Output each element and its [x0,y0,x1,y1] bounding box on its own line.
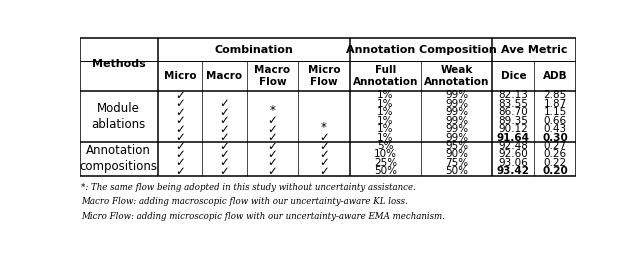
Text: ✓: ✓ [319,165,329,178]
Text: 92.60: 92.60 [499,149,528,160]
Text: ✓: ✓ [268,139,278,153]
Text: Macro
Flow: Macro Flow [255,65,291,87]
Text: 95%: 95% [445,141,468,151]
Text: 99%: 99% [445,116,468,126]
Text: 0.20: 0.20 [542,166,568,176]
Text: ✓: ✓ [319,148,329,161]
Text: ✓: ✓ [268,165,278,178]
Text: ✓: ✓ [268,123,278,136]
Text: Macro Flow: adding macroscopic flow with our uncertainty-aware KL loss.: Macro Flow: adding macroscopic flow with… [81,197,408,206]
Text: 99%: 99% [445,90,468,100]
Text: 99%: 99% [445,107,468,117]
Text: 93.42: 93.42 [497,166,530,176]
Text: Micro: Micro [163,71,196,81]
Text: 1%: 1% [377,90,394,100]
Text: 86.70: 86.70 [499,107,528,117]
Text: 75%: 75% [445,158,468,168]
Text: ✓: ✓ [220,97,229,110]
Text: ✓: ✓ [220,156,229,169]
Text: 25%: 25% [374,158,397,168]
Text: 0.27: 0.27 [543,141,567,151]
Text: 10%: 10% [374,149,397,160]
Text: 99%: 99% [445,99,468,109]
Text: 0.30: 0.30 [542,132,568,143]
Text: ✓: ✓ [175,106,185,119]
Text: ✓: ✓ [175,156,185,169]
Text: 0.66: 0.66 [543,116,567,126]
Text: 50%: 50% [374,166,397,176]
Text: Weak
Annotation: Weak Annotation [424,65,490,87]
Text: 91.64: 91.64 [497,132,530,143]
Text: 0.22: 0.22 [543,158,567,168]
Text: ✓: ✓ [268,114,278,127]
Text: 1%: 1% [377,107,394,117]
Text: ✓: ✓ [220,139,229,153]
Text: ✓: ✓ [175,148,185,161]
Text: 1%: 1% [377,116,394,126]
Text: *: The same flow being adopted in this study without uncertainty assistance.: *: The same flow being adopted in this s… [81,183,416,192]
Text: 1%: 1% [377,124,394,134]
Text: Full
Annotation: Full Annotation [353,65,418,87]
Text: 5%: 5% [377,141,394,151]
Text: 1.87: 1.87 [543,99,567,109]
Text: Annotation Composition: Annotation Composition [346,45,497,55]
Text: 1%: 1% [377,99,394,109]
Text: Micro
Flow: Micro Flow [308,65,340,87]
Text: 92.48: 92.48 [499,141,528,151]
Text: ✓: ✓ [175,165,185,178]
Text: ✓: ✓ [175,114,185,127]
Text: 90%: 90% [445,149,468,160]
Text: ✓: ✓ [220,148,229,161]
Text: ✓: ✓ [319,139,329,153]
Text: Module
ablations: Module ablations [92,102,146,131]
Text: 82.13: 82.13 [499,90,528,100]
Text: 99%: 99% [445,124,468,134]
Text: Ave Metric: Ave Metric [501,45,568,55]
Text: ✓: ✓ [175,97,185,110]
Text: ✓: ✓ [175,123,185,136]
Text: ✓: ✓ [220,165,229,178]
Text: ✓: ✓ [268,148,278,161]
Text: Annotation
compositions: Annotation compositions [80,144,157,173]
Text: 0.43: 0.43 [543,124,567,134]
Text: ✓: ✓ [220,123,229,136]
Text: 1.15: 1.15 [543,107,567,117]
Text: ADB: ADB [543,71,568,81]
Text: 90.12: 90.12 [499,124,528,134]
Text: ✓: ✓ [319,156,329,169]
Text: 50%: 50% [445,166,468,176]
Text: Dice: Dice [500,71,526,81]
Text: ✓: ✓ [175,139,185,153]
Text: ✓: ✓ [175,131,185,144]
Text: Micro Flow: adding microscopic flow with our uncertainty-aware EMA mechanism.: Micro Flow: adding microscopic flow with… [81,212,445,221]
Text: ✓: ✓ [220,106,229,119]
Text: ✓: ✓ [319,131,329,144]
Text: ✓: ✓ [268,131,278,144]
Text: ✓: ✓ [175,89,185,102]
Text: 2.85: 2.85 [543,90,567,100]
Text: 1%: 1% [377,132,394,143]
Text: Methods: Methods [92,59,146,69]
Text: 89.35: 89.35 [499,116,528,126]
Text: ✓: ✓ [220,131,229,144]
Text: *: * [269,104,275,117]
Text: ✓: ✓ [268,156,278,169]
Text: ✓: ✓ [220,114,229,127]
Text: Combination: Combination [214,45,293,55]
Text: 99%: 99% [445,132,468,143]
Text: 83.55: 83.55 [499,99,528,109]
Text: 93.06: 93.06 [499,158,528,168]
Text: 0.26: 0.26 [543,149,567,160]
Text: *: * [321,121,327,134]
Text: Macro: Macro [206,71,243,81]
